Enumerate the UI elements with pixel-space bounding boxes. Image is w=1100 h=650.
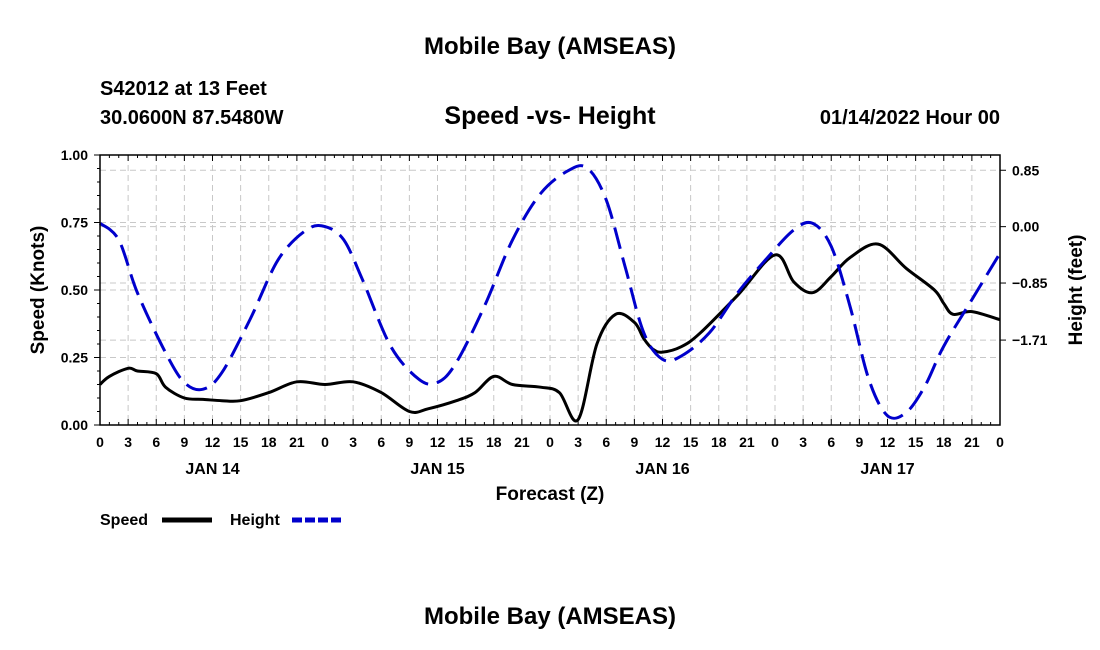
x-tick-label: 9 <box>630 434 638 450</box>
y-tick-label: 0.25 <box>61 350 88 366</box>
footer-title: Mobile Bay (AMSEAS) <box>424 603 676 630</box>
run-time-label: 01/14/2022 Hour 00 <box>820 107 1000 129</box>
y-tick-label: 1.00 <box>61 147 88 163</box>
x-tick-label: 21 <box>514 434 530 450</box>
x-tick-label: 0 <box>321 434 329 450</box>
location-label: 30.0600N 87.5480W <box>100 107 284 129</box>
day-label: JAN 17 <box>860 461 914 478</box>
x-tick-label: 0 <box>771 434 779 450</box>
x-tick-label: 15 <box>683 434 699 450</box>
x-tick-label: 12 <box>655 434 671 450</box>
x-tick-label: 9 <box>180 434 188 450</box>
y-tick-label: 0.50 <box>61 282 88 298</box>
chart-title: Mobile Bay (AMSEAS) <box>424 33 676 60</box>
x-tick-label: 12 <box>880 434 896 450</box>
x-tick-label: 21 <box>289 434 305 450</box>
x-tick-label: 21 <box>739 434 755 450</box>
legend-height-label: Height <box>230 512 280 529</box>
x-tick-label: 6 <box>377 434 385 450</box>
x-tick-label: 15 <box>908 434 924 450</box>
x-tick-label: 18 <box>486 434 502 450</box>
x-tick-label: 3 <box>124 434 132 450</box>
x-tick-label: 21 <box>964 434 980 450</box>
x-tick-label: 6 <box>602 434 610 450</box>
y-tick-label: 0.00 <box>61 417 88 433</box>
x-tick-label: 6 <box>827 434 835 450</box>
y2-tick-label: −1.71 <box>1012 332 1048 348</box>
axis-ticks: 0 3 6 9 12 15 18 21 0 3 6 9 12 15 18 21 0 3 6 9 12 15 18 21 0 3 6 9… <box>61 147 1048 478</box>
legend: Speed Height <box>100 512 342 529</box>
y2-axis-label: Height (feet) <box>1066 235 1087 346</box>
x-tick-label: 9 <box>405 434 413 450</box>
series-line-height <box>98 164 1002 420</box>
x-tick-label: 9 <box>855 434 863 450</box>
day-label: JAN 15 <box>410 461 464 478</box>
x-tick-label: 3 <box>574 434 582 450</box>
y2-tick-label: 0.85 <box>1012 162 1039 178</box>
station-label: S42012 at 13 Feet <box>100 78 267 100</box>
y-axis-label: Speed (Knots) <box>28 226 49 355</box>
y2-tick-label: −0.85 <box>1012 275 1048 291</box>
chart-subtitle: Speed -vs- Height <box>444 102 656 130</box>
x-tick-label: 3 <box>799 434 807 450</box>
x-tick-label: 18 <box>936 434 952 450</box>
series-line-speed <box>98 242 1001 423</box>
x-tick-label: 0 <box>546 434 554 450</box>
legend-speed-label: Speed <box>100 512 148 529</box>
y2-tick-label: 0.00 <box>1012 219 1039 235</box>
x-tick-label: 15 <box>458 434 474 450</box>
x-axis-label: Forecast (Z) <box>496 484 605 505</box>
x-tick-label: 12 <box>430 434 446 450</box>
x-tick-label: 0 <box>996 434 1004 450</box>
plot-lines <box>98 164 1002 423</box>
grid <box>100 155 1000 425</box>
x-tick-label: 12 <box>205 434 221 450</box>
x-tick-label: 0 <box>96 434 104 450</box>
x-tick-label: 18 <box>711 434 727 450</box>
x-tick-label: 6 <box>152 434 160 450</box>
x-tick-label: 18 <box>261 434 277 450</box>
day-label: JAN 14 <box>185 461 239 478</box>
x-tick-label: 15 <box>233 434 249 450</box>
day-label: JAN 16 <box>635 461 689 478</box>
x-tick-label: 3 <box>349 434 357 450</box>
y-tick-label: 0.75 <box>61 215 88 231</box>
